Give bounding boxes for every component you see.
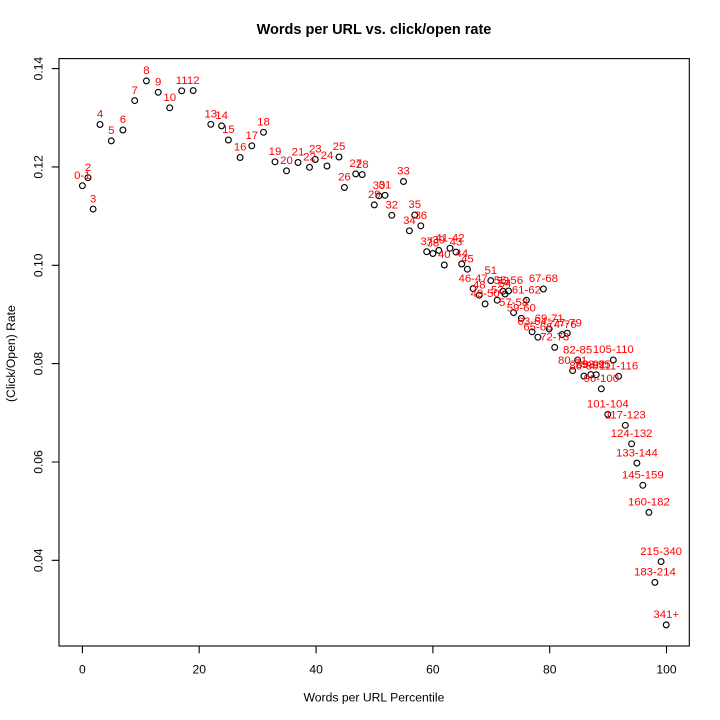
svg-text:74-76: 74-76 (547, 319, 576, 331)
svg-text:37: 37 (420, 236, 433, 248)
svg-text:5: 5 (108, 125, 114, 137)
svg-text:40: 40 (438, 249, 451, 261)
svg-text:Words per URL Percentile: Words per URL Percentile (303, 691, 444, 705)
svg-text:39: 39 (432, 235, 445, 247)
svg-text:133-144: 133-144 (616, 447, 658, 459)
svg-text:124-132: 124-132 (611, 428, 653, 440)
svg-text:89-92: 89-92 (576, 359, 605, 371)
svg-text:18: 18 (257, 117, 270, 129)
svg-text:53: 53 (497, 275, 510, 287)
svg-text:30: 30 (373, 180, 386, 192)
svg-text:60: 60 (426, 663, 440, 677)
svg-text:0.10: 0.10 (31, 253, 45, 277)
svg-text:61-62: 61-62 (512, 284, 541, 296)
svg-text:27: 27 (349, 158, 362, 170)
svg-text:63-64: 63-64 (518, 316, 547, 328)
svg-text:0: 0 (79, 663, 86, 677)
svg-text:20: 20 (192, 663, 206, 677)
svg-text:215-340: 215-340 (640, 546, 682, 558)
svg-text:117-123: 117-123 (605, 410, 646, 422)
svg-text:101-104: 101-104 (587, 399, 629, 411)
svg-text:0.08: 0.08 (31, 352, 45, 376)
svg-text:25: 25 (333, 141, 346, 153)
svg-text:12: 12 (187, 75, 200, 87)
svg-text:0.14: 0.14 (31, 57, 45, 81)
svg-text:7: 7 (132, 85, 138, 97)
svg-text:20: 20 (280, 155, 293, 167)
svg-text:111-116: 111-116 (599, 361, 638, 373)
svg-text:21: 21 (292, 147, 305, 159)
svg-text:80: 80 (543, 663, 557, 677)
svg-text:22: 22 (303, 152, 316, 164)
svg-text:40: 40 (309, 663, 323, 677)
svg-text:93-95: 93-95 (582, 359, 611, 371)
svg-text:82-85: 82-85 (563, 344, 592, 356)
svg-text:15: 15 (222, 124, 235, 136)
svg-text:65-66: 65-66 (523, 321, 552, 333)
svg-text:9: 9 (155, 77, 161, 89)
svg-text:341+: 341+ (653, 609, 679, 621)
svg-text:45: 45 (461, 253, 474, 265)
svg-text:14: 14 (215, 110, 228, 122)
svg-text:35: 35 (408, 199, 421, 211)
svg-text:19: 19 (269, 146, 282, 158)
svg-text:44: 44 (455, 248, 468, 260)
svg-text:4: 4 (97, 109, 103, 121)
svg-text:29: 29 (368, 189, 381, 201)
svg-text:105-110: 105-110 (593, 344, 634, 356)
svg-text:6: 6 (120, 114, 126, 126)
svg-text:33: 33 (397, 166, 410, 178)
svg-text:100: 100 (656, 663, 676, 677)
svg-text:3: 3 (90, 193, 96, 205)
svg-text:16: 16 (234, 142, 247, 154)
svg-text:77-79: 77-79 (553, 317, 582, 329)
svg-text:41-42: 41-42 (435, 232, 464, 244)
svg-text:24: 24 (321, 150, 334, 162)
svg-text:145-159: 145-159 (622, 470, 664, 482)
svg-text:67-68: 67-68 (529, 273, 558, 285)
svg-text:46-47: 46-47 (459, 273, 488, 285)
svg-text:59-60: 59-60 (507, 303, 536, 315)
svg-text:10: 10 (163, 92, 176, 104)
svg-text:36: 36 (414, 210, 427, 222)
svg-text:0.12: 0.12 (31, 155, 45, 179)
svg-text:34: 34 (403, 215, 416, 227)
svg-text:38: 38 (427, 238, 440, 250)
svg-text:86-88: 86-88 (569, 360, 598, 372)
svg-text:31: 31 (379, 180, 392, 192)
svg-text:2: 2 (85, 162, 91, 174)
svg-text:0.06: 0.06 (31, 450, 45, 474)
svg-text:54: 54 (499, 278, 512, 290)
svg-text:23: 23 (309, 144, 322, 156)
svg-text:160-182: 160-182 (628, 497, 670, 509)
svg-text:Words per URL vs. click/open r: Words per URL vs. click/open rate (257, 22, 492, 38)
svg-text:13: 13 (204, 109, 217, 121)
svg-text:183-214: 183-214 (634, 567, 676, 579)
svg-text:11: 11 (176, 75, 188, 87)
svg-text:49-50: 49-50 (471, 288, 500, 300)
svg-text:(Click/Open) Rate: (Click/Open) Rate (4, 305, 18, 402)
svg-text:72-73: 72-73 (540, 332, 569, 344)
svg-text:69-71: 69-71 (535, 313, 564, 325)
svg-text:51: 51 (484, 265, 497, 277)
svg-text:8: 8 (143, 65, 149, 77)
svg-text:0.04: 0.04 (31, 548, 45, 572)
svg-text:96-100: 96-100 (584, 373, 619, 385)
svg-text:57-58: 57-58 (499, 297, 528, 309)
svg-text:17: 17 (245, 130, 258, 142)
svg-text:26: 26 (338, 172, 351, 184)
svg-text:0-1: 0-1 (74, 170, 90, 182)
svg-text:32: 32 (385, 200, 398, 212)
svg-text:48: 48 (473, 279, 486, 291)
svg-text:80-81: 80-81 (558, 355, 587, 367)
svg-text:43: 43 (450, 236, 463, 248)
svg-text:55-56: 55-56 (494, 275, 523, 287)
svg-text:52: 52 (491, 284, 504, 296)
svg-text:28: 28 (356, 159, 369, 171)
